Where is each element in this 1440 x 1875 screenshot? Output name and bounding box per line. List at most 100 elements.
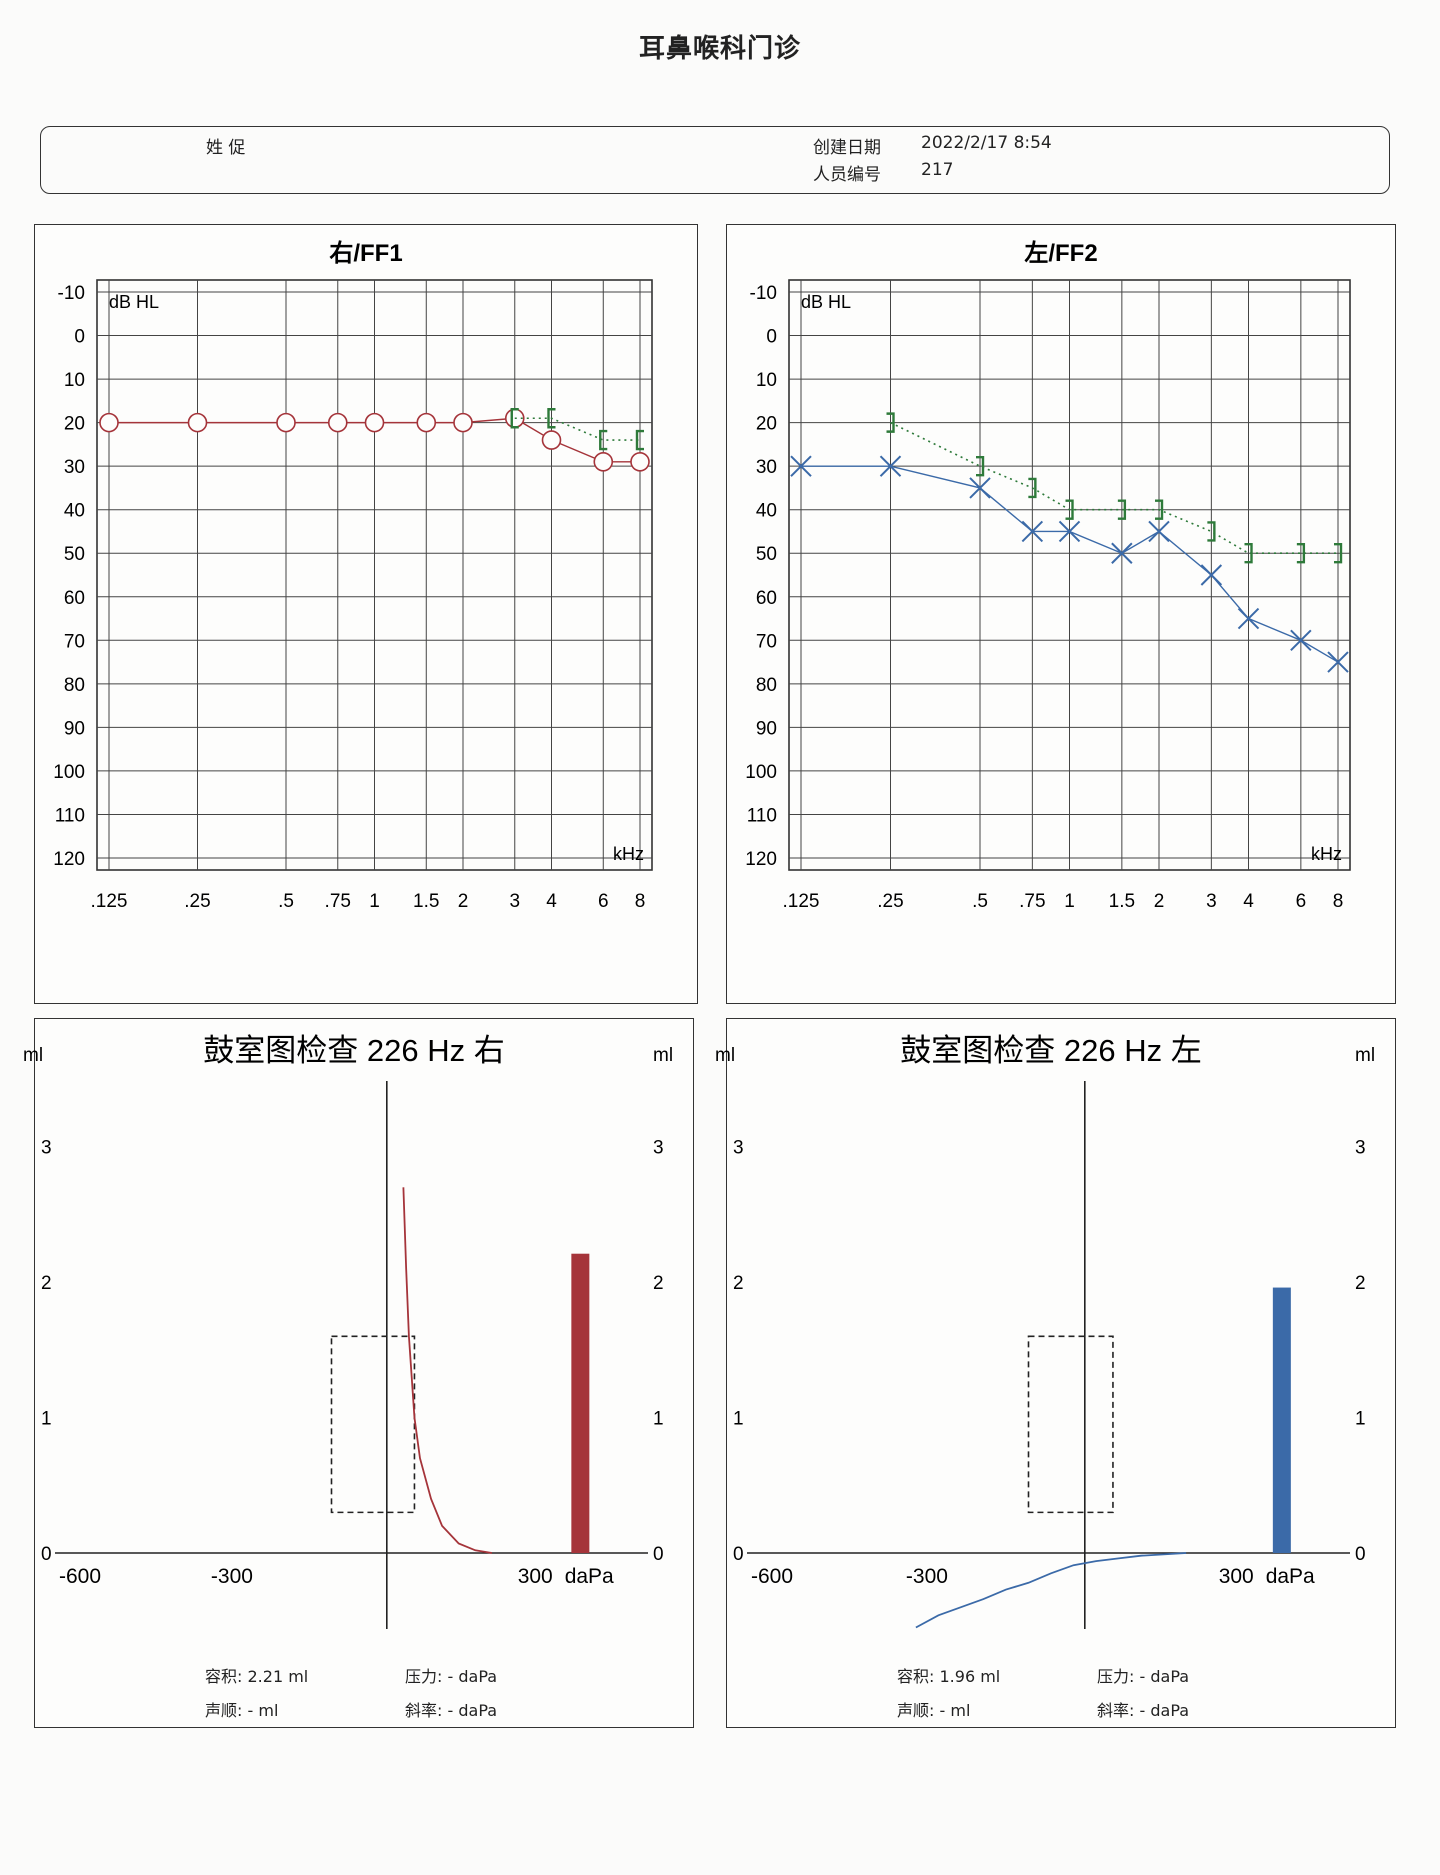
normal-range-box xyxy=(1027,1335,1114,1514)
data-point-bracket xyxy=(886,412,895,433)
data-point-circle xyxy=(99,412,119,433)
y-tick-label-left: 0 xyxy=(41,1544,52,1565)
x-tick-label: 4 xyxy=(546,891,557,912)
volume-bar xyxy=(1272,1287,1291,1553)
x-tick-label: 8 xyxy=(1333,891,1344,912)
data-point-x xyxy=(879,455,902,477)
y-tick-label: 40 xyxy=(756,501,777,522)
tympanogram-panel-left: 鼓室图检查 226 Hz 左 ml ml 0 0 1 1 2 2 3 3 -600 -300 300 daP… xyxy=(715,1018,1396,1728)
y-tick-label: 30 xyxy=(64,457,85,478)
x-tick-label: 1.5 xyxy=(1109,891,1135,912)
y-tick-label: 100 xyxy=(745,762,777,783)
y-tick-label-left: 2 xyxy=(733,1273,744,1294)
created-date-label: 创建日期 xyxy=(813,138,881,158)
y-tick-label-right: 3 xyxy=(653,1138,664,1159)
data-point-circle xyxy=(327,412,348,433)
staff-id-value: 217 xyxy=(921,160,954,180)
y-tick-label-left: 0 xyxy=(733,1544,744,1565)
compliance-label: 声顺: - ml xyxy=(897,1701,971,1720)
chart-title: 鼓室图检查 226 Hz 右 xyxy=(203,1033,504,1068)
data-point-circle xyxy=(541,430,562,450)
y-tick-label: 90 xyxy=(756,718,777,739)
data-point-x xyxy=(1290,629,1312,652)
chart-title: 左/FF2 xyxy=(1024,240,1097,267)
data-point-x xyxy=(1200,564,1223,586)
volume-label: 容积: 1.96 ml xyxy=(897,1667,1001,1686)
volume-bar xyxy=(571,1253,590,1553)
y-tick-label-right: 1 xyxy=(653,1409,664,1430)
x-tick-label: .125 xyxy=(783,891,820,912)
x-tick-label: 6 xyxy=(1296,891,1307,912)
data-point-circle xyxy=(187,412,208,433)
y-tick-label-left: 1 xyxy=(733,1409,744,1430)
audiogram-left-chart: 左/FF2 -10 0 10 20 30 40 50 60 70 80 90 100 110 120 .125… xyxy=(745,240,1351,912)
x-tick-label: -600 xyxy=(751,1565,793,1588)
pressure-label: 压力: - daPa xyxy=(405,1667,498,1686)
gradient-value: - daPa xyxy=(1139,1701,1190,1720)
compliance-value: - ml xyxy=(247,1701,279,1720)
gradient-label: 斜率: - daPa xyxy=(1097,1701,1190,1720)
series-line xyxy=(890,421,1338,555)
x-tick-label: 2 xyxy=(458,891,469,912)
patient-info-box: 姓 促 创建日期 2022/2/17 8:54 人员编号 217 xyxy=(40,126,1390,194)
x-tick-label: .125 xyxy=(91,891,128,912)
data-point-bracket xyxy=(1065,499,1074,520)
y-tick-label-right: 0 xyxy=(1355,1544,1366,1565)
pressure-label: 压力: - daPa xyxy=(1097,1667,1190,1686)
x-tick-label: 300 xyxy=(1219,1565,1254,1588)
x-tick-label: 4 xyxy=(1243,891,1254,912)
y-tick-label: 40 xyxy=(64,501,85,522)
data-point-x xyxy=(969,477,991,499)
y-tick-label: 120 xyxy=(53,849,85,870)
x-tick-label: 8 xyxy=(635,891,646,912)
y-tick-label-left: 3 xyxy=(41,1138,52,1159)
chart-title: 鼓室图检查 226 Hz 左 xyxy=(900,1033,1201,1068)
tympanogram-right-chart: 鼓室图检查 226 Hz 右 ml ml 0 0 1 1 2 2 3 3 -600 -300 300 daP… xyxy=(23,1033,673,1629)
x-tick-label: .5 xyxy=(278,891,294,912)
y-tick-label: 70 xyxy=(756,631,777,652)
x-tick-label: 1.5 xyxy=(413,891,439,912)
data-point-bracket xyxy=(599,429,608,451)
data-point-circle xyxy=(593,452,614,472)
data-point-bracket xyxy=(1296,543,1306,564)
data-point-x xyxy=(1237,607,1260,630)
y-tick-label: 60 xyxy=(64,588,85,609)
audiogram-panel-left: 左/FF2 -10 0 10 20 30 40 50 60 70 80 90 100 110 120 .125… xyxy=(726,224,1396,1004)
data-point-x xyxy=(1327,651,1349,673)
page-title: 耳鼻喉科门诊 xyxy=(638,34,801,64)
data-point-x xyxy=(1111,542,1133,564)
compliance-label: 声顺: - ml xyxy=(205,1701,279,1720)
y-tick-label: 50 xyxy=(64,544,85,565)
x-tick-label: -600 xyxy=(59,1565,101,1588)
data-point-bracket xyxy=(547,408,556,429)
y-tick-label: 110 xyxy=(747,805,777,826)
y-tick-label: 100 xyxy=(53,762,85,783)
y-tick-label-right: 0 xyxy=(653,1544,664,1565)
data-point-bracket xyxy=(1117,499,1127,520)
data-point-x xyxy=(1058,520,1081,543)
x-axis-label: daPa xyxy=(565,1565,614,1588)
data-point-x xyxy=(790,455,812,477)
name-label: 姓 促 xyxy=(206,138,246,158)
pressure-value: - daPa xyxy=(1139,1667,1190,1686)
y-tick-label-right: 2 xyxy=(653,1273,664,1294)
y-axis-label: dB HL xyxy=(109,292,159,312)
series-line xyxy=(514,417,640,441)
volume-value: 1.96 ml xyxy=(939,1667,1001,1686)
y-tick-label: 50 xyxy=(756,544,777,565)
y-axis-unit-right: ml xyxy=(653,1045,673,1066)
y-axis-unit-left: ml xyxy=(23,1045,43,1066)
y-tick-label: 30 xyxy=(756,457,777,478)
x-tick-label: 2 xyxy=(1154,891,1165,912)
y-tick-label: -10 xyxy=(58,283,85,304)
y-tick-label: 120 xyxy=(745,849,777,870)
y-axis-unit-right: ml xyxy=(1355,1045,1375,1066)
y-tick-label: 20 xyxy=(64,414,85,435)
y-tick-label-right: 1 xyxy=(1355,1409,1366,1430)
data-point-circle xyxy=(276,412,296,433)
y-tick-label: 80 xyxy=(756,675,777,696)
y-tick-label: 10 xyxy=(64,370,85,391)
gradient-label: 斜率: - daPa xyxy=(405,1701,498,1720)
pressure-value: - daPa xyxy=(447,1667,498,1686)
